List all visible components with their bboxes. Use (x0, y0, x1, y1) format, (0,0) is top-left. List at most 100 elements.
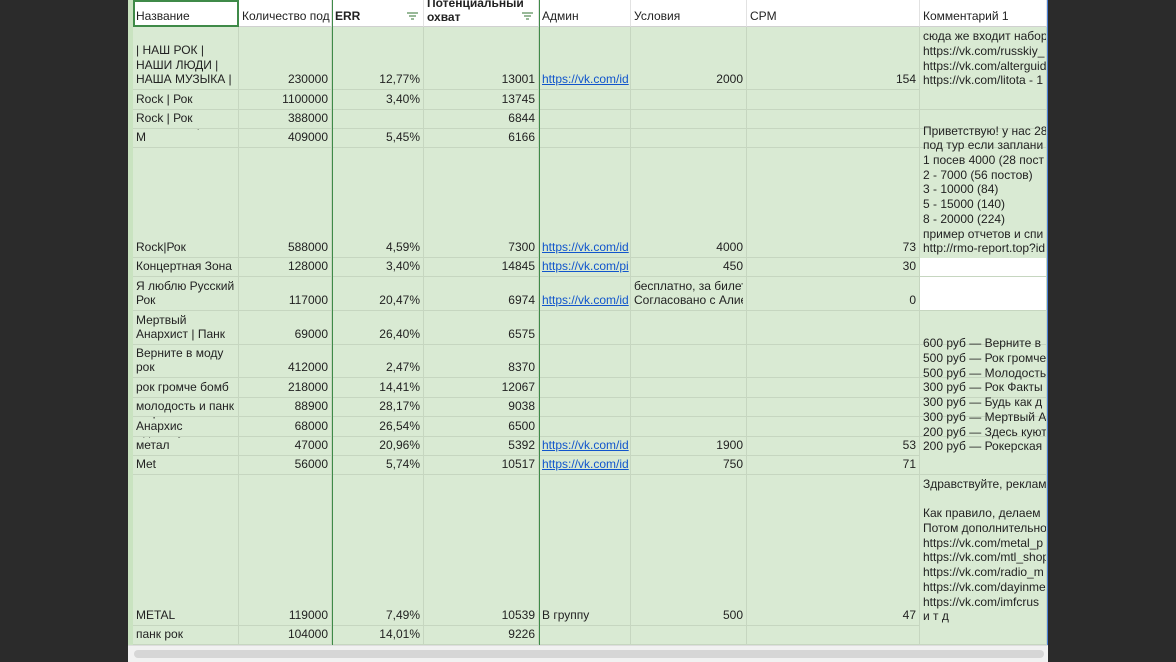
cell-comment[interactable]: Здравствуйте, реклам Как правило, делаем… (920, 475, 1047, 626)
cell-subscribers[interactable]: 104000 (239, 626, 332, 645)
cell-reach[interactable]: 10517 (424, 456, 539, 475)
cell-cpm[interactable] (747, 90, 920, 110)
cell-conditions[interactable] (631, 417, 747, 437)
cell-cpm[interactable] (747, 398, 920, 417)
cell-admin[interactable]: https://vk.com/id (539, 27, 631, 90)
cell-conditions[interactable]: 4000 (631, 148, 747, 258)
cell-name[interactable]: Концертная Зона (133, 258, 239, 277)
cell-conditions[interactable]: 1900 (631, 437, 747, 456)
header-cpm[interactable]: CPM (747, 0, 920, 27)
cell-reach[interactable]: 8370 (424, 345, 539, 378)
cell-name[interactable]: Melodic Death Met (133, 456, 239, 475)
cell-err[interactable]: 20,47% (332, 277, 424, 311)
admin-link[interactable]: https://vk.com/id (542, 438, 629, 453)
cell-reach[interactable]: 6500 (424, 417, 539, 437)
cell-admin[interactable]: https://vk.com/pi (539, 258, 631, 277)
cell-comment[interactable]: 600 руб — Верните в 500 руб — Рок громче 5… (920, 336, 1047, 456)
cell-err[interactable]: 3,40% (332, 90, 424, 110)
cell-subscribers[interactable]: 230000 (239, 27, 332, 90)
cell-comment[interactable]: Приветствую! у нас 28 под тур если заплан… (920, 124, 1047, 258)
cell-name[interactable]: Я люблю Русский Рок (133, 277, 239, 311)
cell-conditions[interactable] (631, 129, 747, 148)
cell-comment[interactable] (920, 417, 1047, 437)
admin-link[interactable]: https://vk.com/pi (542, 259, 629, 274)
cell-err[interactable]: 7,49% (332, 475, 424, 626)
cell-cpm[interactable] (747, 626, 920, 645)
cell-cpm[interactable]: 154 (747, 27, 920, 90)
header-subscribers[interactable]: Количество под (239, 0, 332, 27)
cell-comment[interactable]: сюда же входит набор https://vk.com/russk… (920, 27, 1047, 90)
cell-err[interactable]: 5,45% (332, 129, 424, 148)
cell-cpm[interactable]: 71 (747, 456, 920, 475)
cell-cpm[interactable]: 73 (747, 148, 920, 258)
cell-subscribers[interactable]: 588000 (239, 148, 332, 258)
cell-reach[interactable]: 6575 (424, 311, 539, 345)
cell-err[interactable]: 14,41% (332, 378, 424, 398)
cell-comment[interactable] (920, 258, 1047, 277)
cell-reach[interactable]: 7300 (424, 148, 539, 258)
cell-reach[interactable]: 14845 (424, 258, 539, 277)
cell-comment[interactable] (920, 129, 1047, 148)
header-comment[interactable]: Комментарий 1 (920, 0, 1047, 27)
cell-subscribers[interactable]: 68000 (239, 417, 332, 437)
cell-reach[interactable]: 6844 (424, 110, 539, 129)
cell-reach[interactable]: 9226 (424, 626, 539, 645)
cell-conditions[interactable] (631, 378, 747, 398)
cell-err[interactable]: 2,47% (332, 345, 424, 378)
cell-cpm[interactable]: 47 (747, 475, 920, 626)
cell-err[interactable]: 12,77% (332, 27, 424, 90)
cell-cpm[interactable] (747, 110, 920, 129)
cell-cpm[interactable] (747, 345, 920, 378)
cell-name[interactable]: | НАШ РОК | НАШИ ЛЮДИ | НАША МУЗЫКА | (133, 27, 239, 90)
cell-cpm[interactable] (747, 311, 920, 345)
cell-subscribers[interactable]: 218000 (239, 378, 332, 398)
cell-err[interactable] (332, 110, 424, 129)
cell-subscribers[interactable]: 412000 (239, 345, 332, 378)
cell-admin[interactable] (539, 110, 631, 129)
cell-comment[interactable] (920, 110, 1047, 129)
cell-cpm[interactable]: 53 (747, 437, 920, 456)
admin-link[interactable]: https://vk.com/id (542, 240, 629, 255)
cell-name[interactable]: панк рок (133, 626, 239, 645)
cell-conditions[interactable] (631, 398, 747, 417)
cell-name[interactable]: Rock Mem | Рок М (133, 129, 239, 148)
cell-admin[interactable]: В группу (539, 475, 631, 626)
cell-reach[interactable]: 6166 (424, 129, 539, 148)
cell-conditions[interactable] (631, 626, 747, 645)
cell-name[interactable]: рок громче бомб (133, 378, 239, 398)
cell-subscribers[interactable]: 56000 (239, 456, 332, 475)
cell-subscribers[interactable]: 119000 (239, 475, 332, 626)
cell-admin[interactable]: https://vk.com/id (539, 437, 631, 456)
cell-err[interactable]: 5,74% (332, 456, 424, 475)
horizontal-scrollbar[interactable] (128, 645, 1048, 662)
admin-link[interactable]: https://vk.com/id (542, 293, 629, 308)
cell-admin[interactable] (539, 378, 631, 398)
cell-admin[interactable] (539, 90, 631, 110)
cell-conditions[interactable]: 750 (631, 456, 747, 475)
cell-name[interactable]: Мертвый Анархист | Панк (133, 311, 239, 345)
cell-admin[interactable]: https://vk.com/id (539, 148, 631, 258)
cell-cpm[interactable]: 0 (747, 277, 920, 311)
cell-cpm[interactable]: 30 (747, 258, 920, 277)
cell-conditions[interactable]: бесплатно, за билет Согласовано с Алие (631, 277, 747, 311)
filter-icon[interactable] (407, 12, 418, 20)
cell-cpm[interactable] (747, 129, 920, 148)
cell-err[interactable]: 28,17% (332, 398, 424, 417)
cell-conditions[interactable] (631, 345, 747, 378)
cell-conditions[interactable]: 450 (631, 258, 747, 277)
cell-comment[interactable] (920, 90, 1047, 110)
cell-subscribers[interactable]: 128000 (239, 258, 332, 277)
cell-name[interactable]: Мертвый Анархис (133, 417, 239, 437)
cell-subscribers[interactable]: 117000 (239, 277, 332, 311)
cell-reach[interactable]: 6974 (424, 277, 539, 311)
cell-comment[interactable] (920, 398, 1047, 417)
cell-conditions[interactable] (631, 311, 747, 345)
cell-subscribers[interactable]: 88900 (239, 398, 332, 417)
scrollbar-thumb[interactable] (134, 650, 1044, 658)
cell-comment[interactable] (920, 311, 1047, 345)
cell-name[interactable]: Rock | Рок (133, 110, 239, 129)
cell-reach[interactable]: 13001 (424, 27, 539, 90)
cell-reach[interactable]: 5392 (424, 437, 539, 456)
cell-subscribers[interactable]: 409000 (239, 129, 332, 148)
cell-subscribers[interactable]: 69000 (239, 311, 332, 345)
